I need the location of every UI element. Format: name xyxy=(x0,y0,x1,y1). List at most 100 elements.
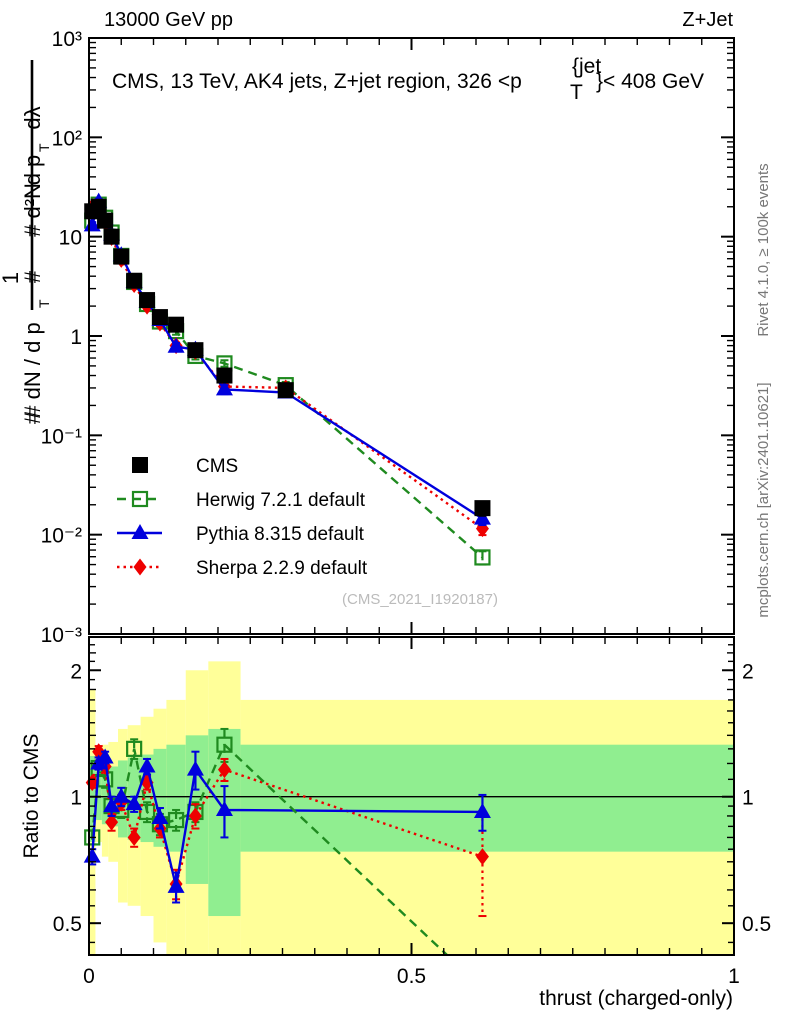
ratio-y-axis-title: Ratio to CMS xyxy=(20,734,43,859)
ylabel-numerator-sub: T xyxy=(36,143,52,152)
header-row: 13000 GeV pp Z+Jet xyxy=(104,9,733,31)
legend-entry-cms[interactable]: CMS xyxy=(132,456,238,477)
ratio-pythia-marker-9 xyxy=(186,760,204,776)
ratio-ylabel-text: Ratio to CMS xyxy=(20,734,43,859)
ratio-herwig-marker-10 xyxy=(216,736,233,753)
main-panel-frame xyxy=(88,37,735,635)
xtick-label-2: 1 xyxy=(728,965,740,988)
legend-cms-marker-0 xyxy=(132,457,148,473)
main-ytick-label-3: 1 xyxy=(70,326,82,349)
ratio-pythia-marker-6 xyxy=(138,757,156,773)
ratio-ytick-label-left-2: 0.5 xyxy=(53,913,82,936)
main-x-ticks xyxy=(88,38,735,634)
legend-sherpa-marker-3 xyxy=(133,558,147,576)
rivet-version-label: Rivet 4.1.0, ≥ 100k events xyxy=(755,163,772,336)
ratio-y-ticks xyxy=(89,644,734,944)
ratio-ytick-label-left-1: 1 xyxy=(70,787,82,810)
main-pythia-marker-8 xyxy=(167,337,185,353)
x-axis-title: thrust (charged-only) xyxy=(539,987,733,1010)
main-title-subscript: T xyxy=(570,81,583,104)
legend-herwig-marker-1 xyxy=(131,490,149,508)
ratio-x-ticks xyxy=(88,637,735,955)
main-cms-marker-3 xyxy=(103,228,120,245)
band-inner-0 xyxy=(89,756,96,843)
ylabel-hash-num: # xyxy=(20,270,45,283)
side-annotations: Rivet 4.1.0, ≥ 100k events mcplots.cern.c… xyxy=(755,163,772,617)
ratio-pythia-marker-8 xyxy=(167,877,185,893)
main-y-ticks xyxy=(89,37,734,635)
ratio-herwig-tail xyxy=(223,743,448,956)
legend-label-pythia: Pythia 8.315 default xyxy=(196,524,365,545)
main-line-pythia xyxy=(91,197,484,520)
main-ytick-label-1: 10² xyxy=(52,127,82,150)
main-cms-marker-5 xyxy=(126,272,143,289)
ratio-sherpa-marker-3 xyxy=(105,813,119,831)
ratio-herwig-marker-5 xyxy=(126,740,143,757)
ylabel-denominator-sub: T xyxy=(36,299,52,308)
main-cms-marker-7 xyxy=(151,309,168,326)
main-cms-marker-9 xyxy=(187,342,204,359)
legend-entry-sherpa[interactable]: Sherpa 2.2.9 default xyxy=(117,558,368,579)
main-y-tick-labels: 10³ 10² 10 1 10⁻¹ 10⁻² 10⁻³ xyxy=(41,28,82,647)
x-tick-labels: 0 0.5 1 xyxy=(83,965,740,988)
main-pythia-marker-12 xyxy=(473,509,491,525)
ratio-pythia-marker-2 xyxy=(96,748,114,764)
main-ytick-label-5: 10⁻² xyxy=(41,525,82,548)
main-panel-title: CMS, 13 TeV, AK4 jets, Z+jet region, 326… xyxy=(112,55,704,104)
header-right-label: Z+Jet xyxy=(682,9,733,31)
main-cms-marker-8 xyxy=(168,316,185,333)
ratio-herwig-marker-8 xyxy=(167,811,185,829)
ratio-ytick-label-right-1: 1 xyxy=(742,787,754,810)
ratio-sherpa-marker-10 xyxy=(217,761,231,779)
header-left-label: 13000 GeV pp xyxy=(104,9,233,31)
ratio-pythia-marker-10 xyxy=(215,800,233,816)
ratio-pythia-marker-4 xyxy=(112,787,130,803)
ratio-series-pythia xyxy=(83,748,491,904)
ratio-ytick-label-right-2: 0.5 xyxy=(742,913,771,936)
ylabel-denominator: # dN / d p xyxy=(20,322,45,417)
main-cms-marker-2 xyxy=(97,212,114,229)
main-series-cms xyxy=(84,198,491,517)
band-inner-8 xyxy=(166,744,186,852)
ratio-ytick-label-left-0: 2 xyxy=(70,660,82,683)
uncertainty-bands xyxy=(89,661,734,955)
main-herwig-marker-12 xyxy=(474,549,491,566)
xtick-label-1: 0.5 xyxy=(397,965,426,988)
main-series-sherpa xyxy=(85,195,489,538)
legend-label-cms: CMS xyxy=(196,456,238,477)
main-ytick-label-4: 10⁻¹ xyxy=(41,425,82,448)
main-cms-marker-6 xyxy=(139,292,156,309)
main-y-axis-title: # d²Ndλd pT#1# dN / d pT# xyxy=(0,60,52,424)
legend-entry-herwig[interactable]: Herwig 7.2.1 default xyxy=(117,490,366,511)
main-title-superscript: {jet xyxy=(572,55,601,78)
main-series-pythia xyxy=(83,192,491,527)
legend-pythia-marker-2 xyxy=(131,524,149,539)
main-cms-marker-1 xyxy=(90,198,107,215)
ratio-ytick-label-right-0: 2 xyxy=(742,660,754,683)
ylabel-one: 1 xyxy=(0,272,23,284)
legend-label-sherpa: Sherpa 2.2.9 default xyxy=(196,558,368,579)
ratio-pythia-marker-7 xyxy=(151,808,169,824)
main-title-tail: }< 408 GeV xyxy=(596,70,704,93)
main-cms-marker-4 xyxy=(113,248,130,265)
legend-entry-pythia[interactable]: Pythia 8.315 default xyxy=(117,524,365,545)
ratio-series-herwig-tail xyxy=(223,743,448,956)
ratio-sherpa-marker-5 xyxy=(127,828,141,846)
main-title-text: CMS, 13 TeV, AK4 jets, Z+jet region, 326… xyxy=(112,70,522,93)
ratio-pythia-marker-0 xyxy=(83,847,101,863)
main-pythia-marker-10 xyxy=(215,380,233,396)
main-ytick-label-6: 10⁻³ xyxy=(41,624,82,647)
ratio-pythia-marker-3 xyxy=(103,797,121,813)
main-ytick-label-2: 10 xyxy=(59,227,82,250)
xtick-label-0: 0 xyxy=(83,965,95,988)
mcplots-source-label: mcplots.cern.ch [arXiv:2401.10621] xyxy=(755,382,772,617)
legend-label-herwig: Herwig 7.2.1 default xyxy=(196,490,366,511)
ratio-sherpa-marker-12 xyxy=(475,848,489,866)
ratio-pythia-marker-5 xyxy=(125,795,143,811)
main-cms-marker-11 xyxy=(277,382,294,399)
ratio-y-tick-labels: 2 2 1 1 0.5 0.5 xyxy=(53,660,771,936)
main-pythia-marker-0 xyxy=(83,216,101,232)
band-inner-11 xyxy=(240,744,734,852)
